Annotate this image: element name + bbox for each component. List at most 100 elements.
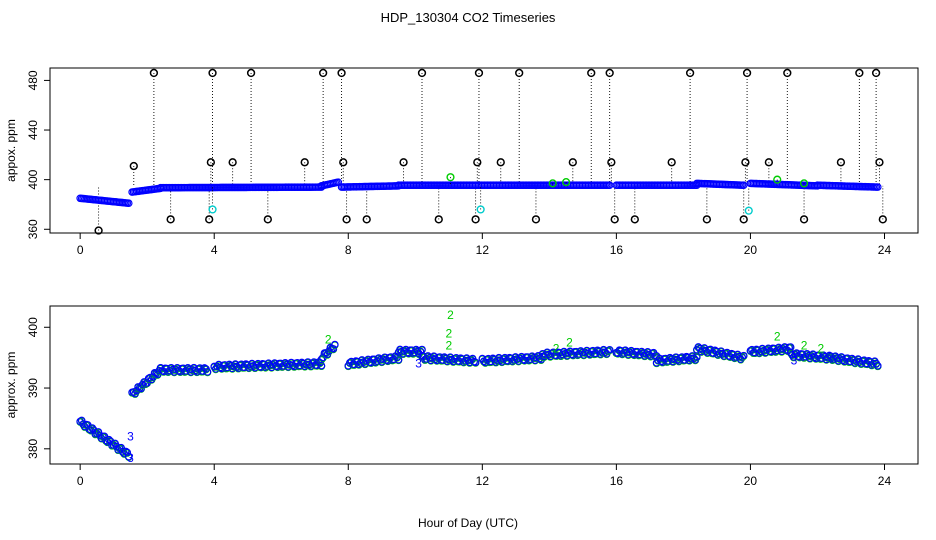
flagged-spike-point	[318, 68, 328, 78]
bottom-x-tick-label: 24	[878, 474, 892, 488]
flagged-spike-point	[764, 158, 774, 167]
co2-point	[137, 384, 145, 393]
top-x-tick-label: 12	[476, 243, 490, 257]
top-x-tick-label: 24	[878, 243, 892, 257]
flagged-spike-point	[166, 215, 175, 224]
flagged-spike-point	[496, 158, 505, 167]
series-number-label: 2	[447, 308, 454, 322]
bottom-y-tick-label: 380	[26, 438, 40, 458]
flagged-minor-point	[476, 205, 485, 214]
co2-point	[105, 435, 113, 444]
co2-point	[117, 443, 125, 452]
flagged-spike-point	[531, 215, 541, 224]
raw-spike-point	[799, 179, 809, 188]
top-x-tick-label: 20	[744, 243, 758, 257]
top-x-tick-label: 8	[345, 243, 352, 257]
flagged-spike-point	[741, 158, 750, 167]
flagged-spike-point	[339, 158, 348, 167]
top-y-axis-label: appox. ppm	[4, 119, 18, 182]
co2-point	[873, 183, 882, 191]
flagged-spike-point	[149, 68, 159, 78]
bottom-x-tick-label: 8	[345, 474, 352, 488]
bottom-y-tick-label: 400	[26, 317, 40, 337]
flagged-spike-point	[568, 158, 577, 167]
top-x-tick-label: 16	[610, 243, 624, 257]
series-number-label: 2	[553, 342, 560, 356]
bottom-y-tick-label: 390	[26, 378, 40, 398]
co2-point	[123, 448, 132, 457]
raw-spike-point	[446, 173, 455, 182]
flagged-spike-point	[836, 158, 846, 167]
co2-point	[77, 416, 86, 425]
top-x-tick-label: 0	[77, 243, 84, 257]
top-x-tick-label: 4	[211, 243, 218, 257]
bottom-y-axis-label: approx. ppm	[4, 352, 18, 419]
series-number-label: 3	[415, 357, 422, 371]
flagged-spike-point	[471, 215, 480, 224]
flagged-spike-point	[434, 215, 443, 224]
flagged-spike-point	[783, 68, 792, 78]
figure-title: HDP_130304 CO2 Timeseries	[381, 10, 556, 25]
series-number-label: 2	[325, 332, 332, 346]
flagged-spike-point	[702, 215, 712, 224]
series-number-label: 2	[817, 342, 824, 356]
raw-spike-point	[773, 175, 782, 184]
series-number-label: 3	[127, 430, 134, 444]
x-axis-label: Hour of Day (UTC)	[418, 516, 518, 530]
top-panel: 0 4 8 12 16 20 24 360 400 440 480 appox. ppm	[4, 67, 919, 257]
bottom-x-tick-label: 16	[610, 474, 624, 488]
flagged-spike-point	[739, 215, 748, 224]
flagged-minor-point	[208, 205, 217, 214]
flagged-spike-point	[630, 215, 639, 224]
series-number-label: 2	[801, 339, 808, 353]
co2-point	[203, 368, 212, 376]
flagged-spike-point	[799, 215, 809, 224]
flagged-spike-point	[246, 68, 256, 78]
flagged-spike-point	[263, 215, 272, 224]
top-y-tick-label: 400	[26, 169, 40, 189]
bottom-plot-frame	[49, 305, 919, 465]
co2-point	[124, 199, 133, 208]
flagged-spike-point	[605, 68, 614, 78]
flagged-spike-point	[871, 68, 881, 78]
flagged-spike-point	[206, 158, 216, 167]
raw-spike-point	[548, 179, 557, 188]
flagged-spike-point	[129, 161, 138, 171]
flagged-minor-point	[744, 206, 753, 215]
flagged-spike-point	[205, 215, 214, 224]
flagged-spike-point	[875, 158, 884, 167]
raw-spike-point	[562, 178, 571, 187]
flagged-spike-point	[473, 158, 482, 167]
co2-point	[394, 355, 403, 364]
flagged-spike-point	[474, 68, 484, 78]
co2-point	[317, 355, 326, 364]
series-number-label: 3	[683, 351, 690, 365]
flagged-spike-point	[208, 68, 217, 78]
top-y-tick-label: 480	[26, 70, 40, 90]
flagged-spike-point	[337, 68, 346, 78]
flagged-spike-point	[610, 215, 619, 224]
co2-point	[873, 362, 882, 370]
flagged-spike-point	[607, 158, 616, 167]
series-number-label: 2	[445, 326, 452, 340]
flagged-spike-point	[94, 226, 103, 235]
flagged-spike-point	[515, 68, 524, 78]
co2-point	[739, 351, 748, 360]
flagged-spike-point	[342, 215, 351, 224]
flagged-spike-point	[855, 68, 864, 78]
co2-point	[605, 345, 614, 354]
series-number-label: 3	[127, 451, 134, 465]
flagged-spike-point	[742, 68, 752, 78]
bottom-x-tick-label: 0	[77, 474, 84, 488]
flagged-spike-point	[587, 68, 596, 78]
bottom-x-tick-label: 12	[476, 474, 490, 488]
series-number-label: 2	[774, 329, 781, 343]
bottom-x-tick-label: 4	[211, 474, 218, 488]
co2-point	[739, 181, 748, 190]
top-axes: 0 4 8 12 16 20 24 360 400 440 480	[26, 70, 891, 257]
top-y-tick-label: 440	[26, 120, 40, 140]
co2-point	[329, 345, 338, 353]
